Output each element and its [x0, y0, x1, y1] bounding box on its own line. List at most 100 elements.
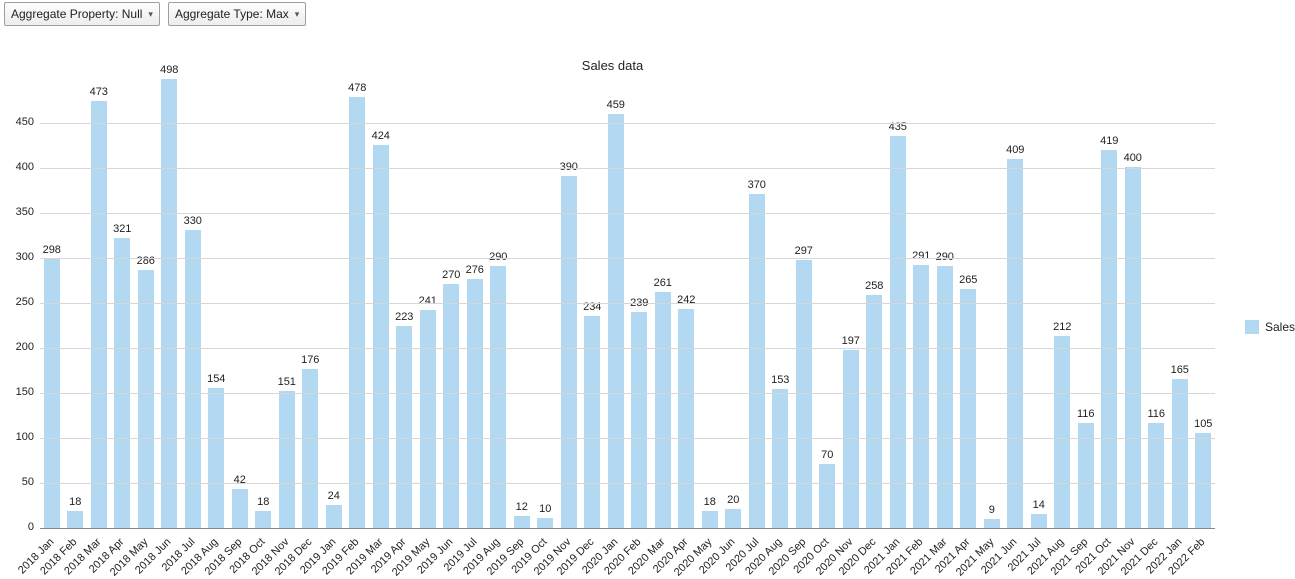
legend-label-sales: Sales: [1265, 320, 1295, 334]
bar-value-label: 290: [489, 251, 507, 263]
bar-value-label: 298: [43, 244, 61, 256]
bar-value-label: 419: [1100, 135, 1118, 147]
chart-gridline: [40, 258, 1215, 259]
chart-bar: [514, 516, 530, 528]
chart-bar: [561, 176, 577, 528]
chart-plot-area: 2981847332128649833015442181511762447842…: [40, 78, 1215, 528]
chart-bar: [537, 518, 553, 528]
chart-bar: [866, 295, 882, 528]
bar-value-label: 10: [539, 503, 551, 515]
chart-gridline: [40, 438, 1215, 439]
chart-bar: [349, 97, 365, 528]
chart-bar: [279, 391, 295, 528]
bar-value-label: 18: [704, 496, 716, 508]
chart-bar: [1007, 159, 1023, 528]
chart-bar: [67, 511, 83, 528]
chart-bar: [443, 284, 459, 528]
y-tick-label: 250: [6, 296, 34, 308]
bar-value-label: 241: [419, 295, 437, 307]
aggregate-property-dropdown[interactable]: Aggregate Property: Null ▾: [4, 2, 160, 26]
chart-bar: [373, 145, 389, 528]
chart-bar: [138, 270, 154, 528]
aggregate-type-dropdown[interactable]: Aggregate Type: Max ▾: [168, 2, 306, 26]
bar-value-label: 116: [1147, 408, 1165, 420]
bar-value-label: 116: [1077, 408, 1095, 420]
chart-bar: [1054, 336, 1070, 528]
bar-value-label: 330: [184, 215, 202, 227]
x-axis-line: [40, 528, 1215, 529]
chevron-down-icon: ▾: [148, 9, 153, 20]
aggregate-property-label: Aggregate Property: Null: [11, 7, 142, 21]
bar-value-label: 291: [912, 250, 930, 262]
bar-value-label: 242: [677, 294, 695, 306]
chart-bar: [114, 238, 130, 528]
bar-value-label: 409: [1006, 144, 1024, 156]
chevron-down-icon: ▾: [295, 9, 300, 20]
y-tick-label: 150: [6, 386, 34, 398]
y-tick-label: 200: [6, 341, 34, 353]
bar-value-label: 286: [137, 255, 155, 267]
chart-bar: [1031, 514, 1047, 528]
bar-value-label: 14: [1033, 499, 1045, 511]
chart-gridline: [40, 393, 1215, 394]
bar-value-label: 151: [278, 376, 296, 388]
chart-bar: [232, 489, 248, 528]
bar-value-label: 18: [257, 496, 269, 508]
chart-bar: [326, 505, 342, 528]
chart-bar: [725, 509, 741, 528]
bar-value-label: 9: [989, 504, 995, 516]
chart-bar: [490, 266, 506, 528]
bar-value-label: 12: [516, 501, 528, 513]
chart-gridline: [40, 483, 1215, 484]
chart-bar: [678, 309, 694, 528]
legend-swatch-sales: [1245, 320, 1259, 334]
chart-gridline: [40, 123, 1215, 124]
bar-value-label: 276: [466, 264, 484, 276]
chart-bar: [208, 388, 224, 528]
bar-value-label: 105: [1194, 418, 1212, 430]
chart-bar: [819, 464, 835, 528]
bar-value-label: 176: [301, 354, 319, 366]
chart-bar: [960, 289, 976, 529]
bar-value-label: 290: [936, 251, 954, 263]
chart-gridline: [40, 348, 1215, 349]
bar-value-label: 459: [607, 99, 625, 111]
chart-gridline: [40, 213, 1215, 214]
chart-bar: [420, 310, 436, 528]
bar-value-label: 18: [69, 496, 81, 508]
chart-bar: [749, 194, 765, 528]
chart-bar: [255, 511, 271, 528]
bar-value-label: 24: [328, 490, 340, 502]
y-tick-label: 300: [6, 251, 34, 263]
bar-value-label: 42: [234, 474, 246, 486]
chart-title: Sales data: [0, 58, 1225, 73]
y-tick-label: 400: [6, 161, 34, 173]
y-tick-label: 450: [6, 116, 34, 128]
bar-value-label: 165: [1171, 364, 1189, 376]
bar-value-label: 400: [1124, 152, 1142, 164]
bar-value-label: 390: [560, 161, 578, 173]
bar-value-label: 70: [821, 449, 833, 461]
chart-bar: [655, 292, 671, 528]
bar-value-label: 424: [372, 130, 390, 142]
y-tick-label: 50: [6, 476, 34, 488]
bar-value-label: 212: [1053, 321, 1071, 333]
bar-value-label: 197: [842, 335, 860, 347]
chart-bar: [631, 312, 647, 528]
bar-value-label: 258: [865, 280, 883, 292]
bar-value-label: 473: [90, 86, 108, 98]
bar-value-label: 154: [207, 373, 225, 385]
bar-value-label: 223: [395, 311, 413, 323]
chart-bar: [608, 114, 624, 528]
bar-value-label: 478: [348, 82, 366, 94]
bar-value-label: 370: [748, 179, 766, 191]
bar-value-label: 270: [442, 269, 460, 281]
bar-value-label: 20: [727, 494, 739, 506]
bar-value-label: 321: [113, 223, 131, 235]
y-tick-label: 100: [6, 431, 34, 443]
chart-bar: [702, 511, 718, 528]
chart-bar: [984, 519, 1000, 528]
y-tick-label: 0: [6, 521, 34, 533]
bar-value-label: 153: [771, 374, 789, 386]
chart-gridline: [40, 168, 1215, 169]
